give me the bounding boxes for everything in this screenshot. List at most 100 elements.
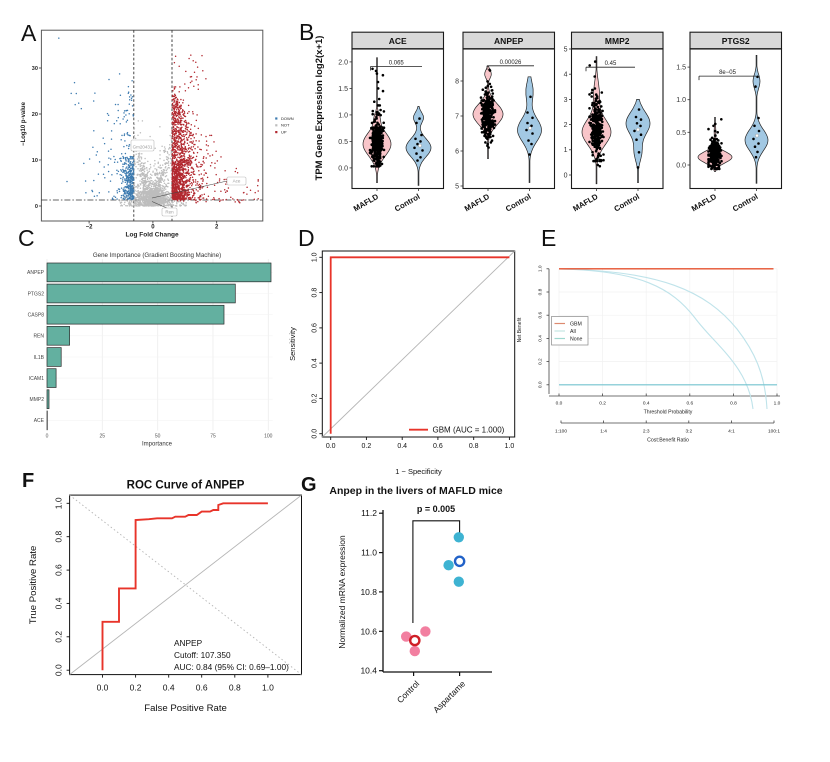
svg-text:75: 75	[210, 434, 216, 440]
svg-text:Importance: Importance	[142, 442, 173, 448]
svg-text:C: C	[18, 225, 35, 251]
svg-text:None: None	[570, 337, 583, 343]
svg-text:IL1B: IL1B	[34, 355, 45, 361]
svg-text:3:2: 3:2	[685, 429, 692, 435]
svg-text:Cost:Benefit Ratio: Cost:Benefit Ratio	[647, 438, 689, 444]
svg-text:−Log10 p-value: −Log10 p-value	[21, 101, 27, 146]
svg-text:Ace: Ace	[233, 179, 241, 184]
svg-text:Net Benefit: Net Benefit	[517, 317, 523, 342]
svg-text:0.4: 0.4	[54, 597, 64, 609]
svg-text:2:3: 2:3	[643, 429, 650, 435]
svg-text:Gene Importance (Gradient Boos: Gene Importance (Gradient Boosting Machi…	[93, 252, 221, 259]
svg-text:Gm20431: Gm20431	[133, 145, 153, 150]
svg-text:10.4: 10.4	[360, 666, 377, 676]
svg-text:0: 0	[564, 172, 568, 179]
svg-text:0.2: 0.2	[130, 683, 142, 693]
svg-text:100:1: 100:1	[768, 429, 780, 435]
svg-text:0.4: 0.4	[643, 401, 650, 407]
svg-text:1.0: 1.0	[538, 265, 544, 272]
svg-text:0.45: 0.45	[605, 61, 617, 67]
svg-text:ROC Curve of ANPEP: ROC Curve of ANPEP	[127, 480, 245, 492]
svg-text:DOWN: DOWN	[281, 116, 294, 121]
svg-text:MMP2: MMP2	[30, 397, 45, 403]
svg-text:CASP8: CASP8	[28, 313, 45, 319]
svg-text:0.4: 0.4	[311, 358, 318, 368]
svg-text:0.4: 0.4	[163, 683, 175, 693]
svg-text:0.2: 0.2	[599, 401, 606, 407]
svg-text:0.6: 0.6	[433, 443, 443, 450]
svg-text:TPM Gene Expression log2(x+1): TPM Gene Expression log2(x+1)	[314, 36, 325, 181]
svg-text:0.5: 0.5	[338, 139, 348, 146]
svg-text:5: 5	[455, 183, 459, 190]
svg-text:11.2: 11.2	[361, 508, 377, 518]
svg-text:0.6: 0.6	[686, 401, 693, 407]
svg-text:0.00026: 0.00026	[500, 60, 522, 66]
svg-text:AUC: 0.84 (95% CI: 0.69–1.00): AUC: 0.84 (95% CI: 0.69–1.00)	[174, 662, 289, 672]
svg-text:ANPEP: ANPEP	[494, 36, 524, 46]
svg-text:30: 30	[32, 66, 38, 72]
svg-text:4: 4	[564, 72, 568, 79]
svg-text:0.065: 0.065	[389, 61, 405, 67]
svg-text:10.6: 10.6	[360, 626, 377, 636]
svg-text:MMP2: MMP2	[605, 36, 630, 46]
svg-text:0.0: 0.0	[97, 683, 109, 693]
svg-text:Ren: Ren	[165, 210, 174, 215]
svg-text:0.6: 0.6	[196, 683, 208, 693]
svg-text:50: 50	[155, 434, 161, 440]
svg-text:PTGS2: PTGS2	[722, 36, 750, 46]
svg-text:0.5: 0.5	[676, 130, 686, 137]
svg-text:UP: UP	[281, 129, 287, 134]
svg-text:1.0: 1.0	[505, 443, 515, 450]
svg-text:Normalized mRNA expression: Normalized mRNA expression	[337, 535, 347, 649]
svg-text:ICAM1: ICAM1	[29, 376, 45, 382]
svg-text:p = 0.005: p = 0.005	[417, 504, 455, 514]
svg-text:0.4: 0.4	[538, 335, 544, 342]
svg-text:5: 5	[564, 46, 568, 53]
svg-text:1 − Specificity: 1 − Specificity	[395, 467, 442, 476]
svg-text:0.0: 0.0	[676, 162, 686, 169]
svg-text:ACE: ACE	[389, 36, 407, 46]
svg-text:10: 10	[32, 158, 38, 164]
svg-text:0.8: 0.8	[730, 401, 737, 407]
svg-text:8: 8	[455, 78, 459, 85]
svg-text:3: 3	[564, 97, 568, 104]
svg-text:0.8: 0.8	[538, 288, 544, 295]
svg-text:0.2: 0.2	[538, 358, 544, 365]
svg-text:A: A	[21, 20, 37, 46]
svg-text:0.0: 0.0	[54, 664, 64, 676]
svg-text:All: All	[570, 329, 576, 335]
svg-text:Cutoff: 107.350: Cutoff: 107.350	[174, 650, 231, 660]
svg-text:F: F	[22, 470, 34, 492]
svg-text:0.8: 0.8	[54, 531, 64, 543]
svg-text:0.6: 0.6	[538, 312, 544, 319]
svg-text:1.0: 1.0	[338, 112, 348, 119]
svg-text:ANPEP: ANPEP	[27, 270, 45, 276]
svg-text:0.2: 0.2	[311, 393, 318, 403]
svg-text:GBM (AUC = 1.000): GBM (AUC = 1.000)	[433, 425, 505, 434]
svg-text:1.5: 1.5	[338, 86, 348, 93]
svg-text:Anpep in the livers of MAFLD m: Anpep in the livers of MAFLD mice	[329, 485, 502, 497]
svg-text:PTGS2: PTGS2	[28, 291, 45, 297]
svg-text:True Positive Rate: True Positive Rate	[28, 546, 39, 625]
svg-text:8e−05: 8e−05	[719, 70, 737, 76]
svg-text:0.0: 0.0	[338, 165, 348, 172]
svg-text:D: D	[298, 225, 315, 251]
svg-text:4:1: 4:1	[728, 429, 735, 435]
svg-text:0.6: 0.6	[311, 323, 318, 333]
svg-text:1:4: 1:4	[600, 429, 607, 435]
svg-text:2.0: 2.0	[338, 59, 348, 66]
svg-text:7: 7	[455, 113, 459, 120]
svg-text:1.0: 1.0	[54, 497, 64, 509]
svg-text:−2: −2	[86, 225, 94, 231]
svg-text:GBM: GBM	[570, 322, 582, 328]
svg-text:0.6: 0.6	[54, 564, 64, 576]
svg-text:0.2: 0.2	[362, 443, 372, 450]
svg-text:10.8: 10.8	[360, 587, 377, 597]
svg-text:False Positive Rate: False Positive Rate	[144, 703, 227, 714]
svg-text:1.0: 1.0	[676, 97, 686, 104]
svg-text:E: E	[541, 225, 556, 251]
svg-text:11.0: 11.0	[361, 548, 377, 558]
svg-text:Threshold Probability: Threshold Probability	[644, 410, 693, 416]
svg-text:0.0: 0.0	[326, 443, 336, 450]
svg-text:20: 20	[32, 112, 38, 118]
